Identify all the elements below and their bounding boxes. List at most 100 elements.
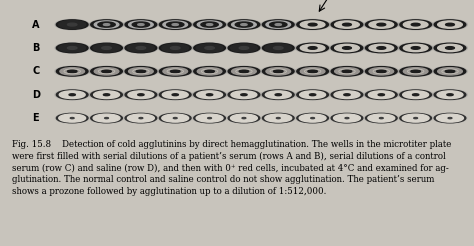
Circle shape — [308, 47, 317, 49]
Circle shape — [331, 43, 363, 53]
Circle shape — [55, 19, 89, 30]
Circle shape — [364, 113, 398, 123]
Text: A: A — [32, 20, 40, 30]
Circle shape — [398, 19, 433, 30]
Circle shape — [297, 113, 328, 123]
Circle shape — [93, 91, 119, 99]
Circle shape — [192, 113, 227, 123]
Circle shape — [308, 23, 317, 26]
Circle shape — [301, 44, 325, 52]
Circle shape — [297, 43, 328, 53]
Circle shape — [433, 90, 467, 100]
Circle shape — [398, 90, 433, 100]
Circle shape — [400, 43, 431, 53]
Circle shape — [98, 22, 115, 27]
Text: B: B — [32, 43, 39, 53]
Circle shape — [102, 70, 111, 73]
Circle shape — [138, 24, 144, 26]
Circle shape — [295, 90, 330, 100]
Circle shape — [301, 21, 325, 28]
Circle shape — [196, 114, 223, 122]
Circle shape — [89, 90, 124, 100]
Circle shape — [163, 68, 188, 75]
Circle shape — [94, 21, 119, 28]
Circle shape — [90, 43, 124, 53]
Circle shape — [400, 20, 431, 29]
Circle shape — [295, 19, 330, 30]
Circle shape — [263, 20, 294, 29]
Circle shape — [159, 113, 191, 123]
Circle shape — [59, 114, 86, 122]
Circle shape — [365, 20, 397, 29]
Circle shape — [227, 19, 261, 30]
Circle shape — [158, 19, 192, 30]
Circle shape — [159, 67, 191, 76]
Circle shape — [378, 94, 384, 96]
Circle shape — [194, 67, 225, 76]
Circle shape — [136, 46, 146, 49]
Circle shape — [227, 66, 261, 77]
Circle shape — [297, 20, 328, 29]
Circle shape — [365, 43, 397, 53]
Circle shape — [90, 19, 124, 30]
Circle shape — [331, 90, 363, 99]
Circle shape — [163, 21, 188, 28]
Circle shape — [403, 91, 428, 99]
Circle shape — [227, 90, 261, 100]
Circle shape — [162, 91, 188, 99]
Circle shape — [56, 20, 88, 29]
Circle shape — [197, 68, 222, 75]
Text: E: E — [33, 113, 39, 123]
Circle shape — [266, 21, 291, 28]
Circle shape — [377, 23, 386, 26]
Circle shape — [67, 46, 77, 49]
Circle shape — [128, 91, 154, 99]
Circle shape — [231, 91, 257, 99]
Circle shape — [275, 24, 282, 26]
Text: Fig. 15.8    Detection of cold agglutinins by direct hemagglutination. The wells: Fig. 15.8 Detection of cold agglutinins … — [12, 140, 451, 196]
Circle shape — [90, 113, 124, 123]
Circle shape — [403, 68, 428, 75]
Circle shape — [192, 43, 227, 53]
Circle shape — [89, 66, 124, 77]
Circle shape — [103, 94, 109, 96]
Circle shape — [230, 114, 257, 122]
Circle shape — [171, 70, 180, 73]
Circle shape — [365, 90, 397, 99]
Circle shape — [261, 19, 295, 30]
Circle shape — [438, 68, 462, 75]
Circle shape — [331, 113, 363, 123]
Circle shape — [103, 24, 109, 26]
Circle shape — [377, 47, 386, 49]
Circle shape — [91, 20, 122, 29]
Circle shape — [228, 43, 260, 53]
Circle shape — [194, 113, 225, 123]
Circle shape — [296, 113, 330, 123]
Circle shape — [261, 113, 295, 123]
Circle shape — [124, 113, 158, 123]
Circle shape — [125, 20, 157, 29]
Circle shape — [433, 66, 467, 77]
Circle shape — [400, 67, 431, 76]
Circle shape — [55, 66, 90, 77]
Circle shape — [158, 113, 192, 123]
Circle shape — [228, 113, 260, 123]
Circle shape — [331, 67, 363, 76]
Circle shape — [239, 46, 249, 49]
Circle shape — [124, 19, 158, 30]
Circle shape — [265, 91, 291, 99]
Text: D: D — [32, 90, 40, 100]
Circle shape — [273, 70, 283, 73]
Circle shape — [201, 22, 218, 27]
Circle shape — [139, 118, 143, 119]
Circle shape — [270, 22, 287, 27]
Circle shape — [67, 23, 77, 26]
Circle shape — [55, 90, 90, 100]
Circle shape — [335, 21, 359, 28]
Circle shape — [241, 94, 247, 96]
Circle shape — [308, 70, 318, 73]
Circle shape — [343, 47, 351, 49]
Circle shape — [412, 94, 419, 96]
Circle shape — [376, 70, 386, 73]
Circle shape — [265, 114, 292, 122]
